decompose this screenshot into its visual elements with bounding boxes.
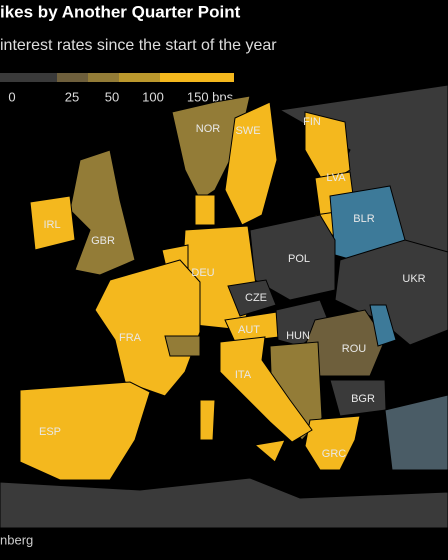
greece	[304, 415, 361, 471]
switzerland	[164, 335, 201, 357]
italy	[219, 336, 313, 443]
ukraine	[334, 239, 448, 346]
country-label: FIN	[303, 116, 321, 128]
ireland	[29, 195, 76, 251]
country-label: FRA	[119, 332, 142, 344]
legend-swatch	[119, 73, 160, 82]
country-label: GRC	[322, 448, 347, 460]
country-label: DEU	[191, 267, 214, 279]
subtitle: interest rates since the start of the ye…	[0, 37, 277, 54]
czechia	[227, 279, 277, 317]
country-label: NOR	[196, 123, 221, 135]
legend-swatch	[0, 73, 57, 82]
denmark	[194, 194, 216, 226]
norway	[171, 95, 251, 201]
sicily	[253, 439, 286, 463]
country-label: UKR	[402, 273, 425, 285]
country-label: POL	[288, 253, 310, 265]
sardinia	[199, 399, 216, 441]
france	[94, 259, 201, 397]
country-label: BLR	[353, 213, 374, 225]
legend-swatch	[160, 73, 195, 82]
great-britain	[69, 149, 136, 276]
legend-label: 100	[142, 89, 164, 104]
moldova	[369, 304, 397, 347]
country-label: AUT	[238, 324, 260, 336]
source: nberg	[0, 532, 33, 547]
country-label: ITA	[235, 369, 252, 381]
country-label: CZE	[245, 292, 267, 304]
legend-swatch	[57, 73, 88, 82]
legend-label: 0	[8, 89, 15, 104]
country-label: BGR	[351, 393, 375, 405]
map	[0, 84, 448, 529]
legend: 0 25 50 100 150 bps	[0, 73, 234, 104]
country-label: ROU	[342, 343, 367, 355]
country-label: HUN	[286, 330, 310, 342]
country-labels: NOR SWE FIN LVA BLR IRL GBR DEU POL UKR CZE FRA AUT H…	[39, 116, 426, 460]
country-label: LVA	[326, 172, 346, 184]
turkey	[384, 394, 448, 471]
title: ikes by Another Quarter Point	[0, 2, 241, 21]
country-label: GBR	[91, 235, 115, 247]
legend-swatch	[88, 73, 119, 82]
north-africa	[0, 477, 448, 529]
country-label: IRL	[43, 219, 60, 231]
country-label: SWE	[235, 125, 260, 137]
sweden	[224, 101, 278, 226]
legend-label: 25	[65, 89, 79, 104]
legend-label: 50	[105, 89, 119, 104]
country-label: ESP	[39, 426, 61, 438]
spain	[19, 381, 151, 481]
legend-swatch	[195, 73, 234, 82]
